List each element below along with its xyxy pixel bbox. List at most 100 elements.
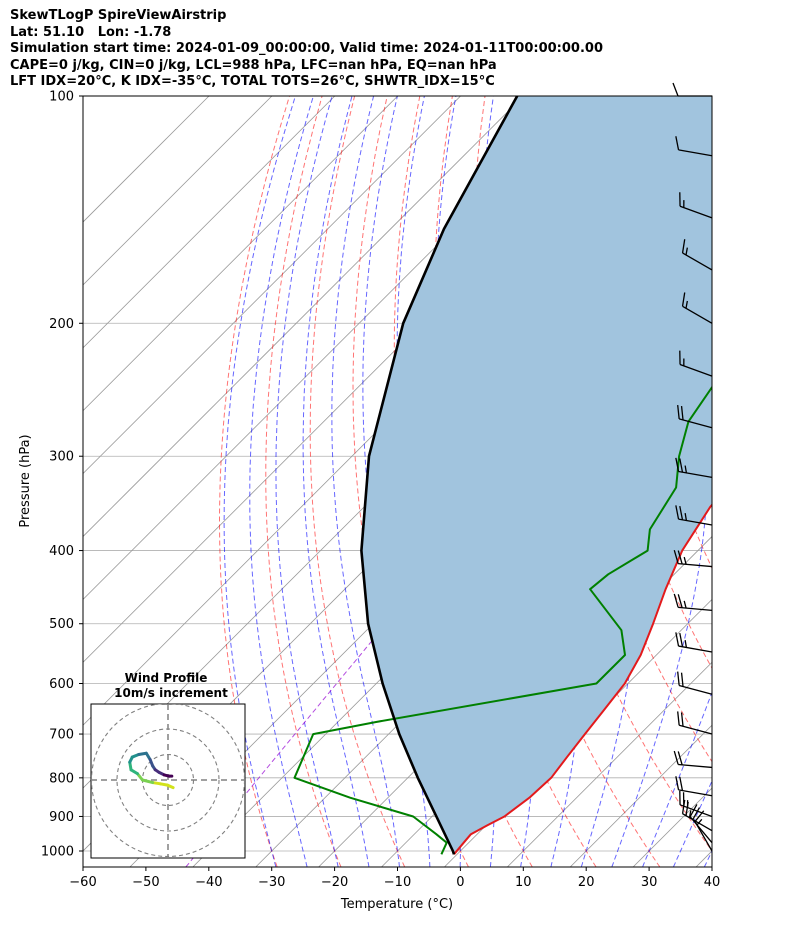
x-tick-label: 40	[704, 875, 721, 890]
temperature-line	[453, 503, 712, 855]
barb-flag	[675, 457, 680, 472]
wind-barb	[694, 810, 713, 852]
y-tick-label: 600	[49, 677, 74, 692]
wind-barb	[675, 505, 713, 526]
wind-barb	[675, 136, 713, 157]
dry-adiabat	[778, 96, 794, 867]
y-tick-label: 800	[49, 771, 74, 786]
barb-staff	[678, 149, 713, 157]
barb-flag	[677, 594, 683, 608]
barb-staff	[682, 252, 713, 271]
isotherm-line	[83, 96, 336, 349]
moist-adiabat	[331, 96, 400, 867]
y-tick-label: 900	[49, 810, 74, 825]
moist-adiabat	[672, 779, 712, 867]
wind-barb	[673, 550, 713, 568]
barb-staff	[678, 606, 713, 611]
wind-barb	[673, 750, 713, 769]
barb-flag	[681, 239, 686, 254]
barb-staff	[678, 724, 713, 735]
dry-adiabat	[219, 96, 290, 867]
wind-barb	[677, 404, 713, 429]
barb-staff	[678, 763, 713, 769]
x-tick-label: −20	[321, 875, 348, 890]
barb-flag	[677, 404, 680, 419]
barb-flag	[694, 810, 705, 822]
barb-staff	[679, 804, 713, 818]
barb-flag	[679, 776, 684, 791]
barb-flag	[679, 458, 684, 473]
barb-staff	[678, 418, 713, 429]
y-axis-label: Pressure (hPa)	[18, 434, 33, 527]
barb-staff	[679, 205, 713, 219]
barb-staff	[689, 816, 713, 844]
x-tick-label: 20	[578, 875, 595, 890]
barb-staff	[678, 562, 713, 568]
parcel-area	[361, 96, 712, 855]
y-tick-label: 400	[49, 544, 74, 559]
barb-flag	[677, 671, 680, 686]
dry-adiabat	[309, 96, 406, 867]
barb-half-flag	[684, 465, 688, 473]
wind-barb	[673, 593, 713, 611]
wind-barbs	[672, 82, 713, 852]
barb-flag	[681, 292, 686, 307]
inset-plot	[91, 704, 245, 858]
barb-staff	[694, 821, 713, 852]
barb-staff	[678, 789, 713, 797]
x-tick-label: 30	[641, 875, 658, 890]
axes: −60 −50 −40 −30 −20 −10 0 10 20 30 40 100 200 300 400 5…	[41, 90, 720, 891]
moist-adiabat	[642, 690, 712, 867]
x-tick-label: 10	[515, 875, 532, 890]
barb-flag	[677, 751, 683, 765]
wind-barb	[677, 671, 713, 695]
wind-barb	[675, 776, 713, 797]
barb-half-flag	[684, 640, 688, 648]
chart-header: SkewTLogP SpireViewAirstrip Lat: 51.10 L…	[10, 8, 603, 91]
indices-line: LFT IDX=20°C, K IDX=-35°C, TOTAL TOTS=26…	[10, 74, 495, 89]
barb-flag	[675, 505, 680, 520]
hodograph-segment	[141, 778, 155, 785]
x-tick-label: 0	[456, 875, 464, 890]
y-tick-label: 500	[49, 617, 74, 632]
dry-adiabat	[265, 96, 342, 867]
barb-flag	[677, 550, 683, 565]
barb-flag	[672, 82, 679, 97]
barb-staff	[678, 518, 713, 526]
isotherm-line	[569, 724, 712, 867]
y-tick-label: 300	[49, 450, 74, 465]
barb-flag	[680, 406, 684, 421]
barb-staff	[678, 684, 713, 695]
inset-subtitle: 10m/s increment	[114, 686, 228, 700]
barb-flag	[692, 807, 701, 821]
barb-flag	[680, 672, 684, 687]
barb-flag	[673, 750, 679, 765]
time-line: Simulation start time: 2024-01-09_00:00:…	[10, 41, 603, 56]
wind-barb	[675, 457, 713, 479]
inset-title: Wind Profile	[125, 671, 208, 685]
moist-adiabat	[249, 96, 314, 867]
wind-barb	[675, 632, 713, 653]
y-tick-label: 700	[49, 728, 74, 743]
moist-adiabat	[223, 96, 296, 867]
isotherm-line	[507, 661, 712, 867]
isotherm-line	[83, 96, 398, 412]
barb-flag	[675, 776, 680, 790]
wind-barb	[681, 239, 713, 271]
barb-half-flag	[683, 556, 687, 565]
barb-staff	[682, 813, 713, 832]
dry-adiabat	[746, 96, 794, 867]
x-tick-label: −50	[132, 875, 159, 890]
barb-half-flag	[683, 600, 687, 609]
barb-half-flag	[685, 247, 688, 256]
barb-flag	[680, 712, 684, 727]
x-tick-label: −40	[195, 875, 222, 890]
wind-barb	[679, 192, 713, 219]
barb-staff	[678, 470, 713, 479]
y-tick-label: 100	[49, 90, 74, 105]
location-line: Lat: 51.10 Lon: -1.78	[10, 24, 172, 40]
parcel-line	[360, 96, 519, 855]
barb-staff	[682, 305, 713, 324]
barb-flag	[677, 711, 680, 726]
